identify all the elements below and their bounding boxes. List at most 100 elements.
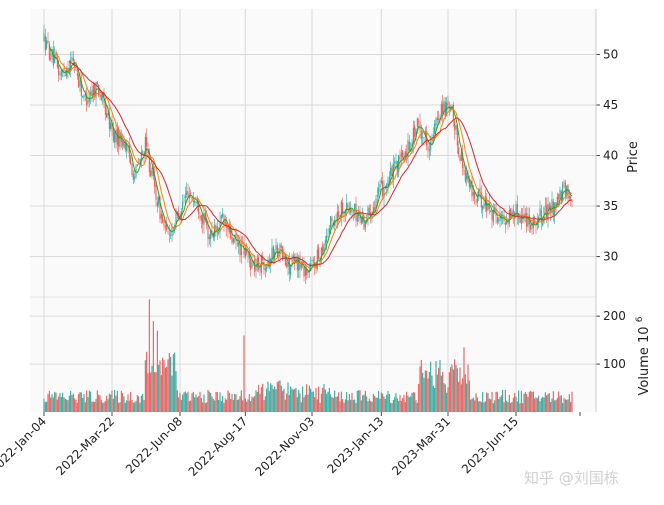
candle-body <box>140 152 142 162</box>
candle-body <box>412 127 414 144</box>
volume-bar <box>563 397 565 412</box>
volume-bar <box>320 393 322 412</box>
candle-body <box>560 191 562 202</box>
volume-bar <box>550 401 552 412</box>
volume-bar <box>270 383 272 412</box>
volume-bar <box>144 360 146 412</box>
volume-bar <box>266 388 268 412</box>
volume-bar <box>448 372 450 412</box>
candle-body <box>272 246 274 258</box>
volume-bar <box>307 394 309 412</box>
volume-bar <box>284 399 286 412</box>
candle-body <box>430 142 432 149</box>
volume-bar <box>182 394 184 412</box>
volume-bar <box>115 395 117 412</box>
candle-body <box>468 179 470 188</box>
volume-bar <box>528 391 530 412</box>
candle-body <box>526 213 528 227</box>
volume-bar <box>147 373 149 412</box>
candle-body <box>55 52 57 59</box>
volume-bar <box>251 396 253 412</box>
candle-body <box>518 216 520 219</box>
price-tick-label: 30 <box>603 250 618 264</box>
candle-body <box>316 249 318 270</box>
volume-bar <box>271 385 273 412</box>
volume-bar <box>55 392 57 412</box>
volume-bar <box>499 397 501 412</box>
candle-body <box>458 147 460 154</box>
candle-body <box>435 119 437 126</box>
volume-bar <box>204 403 206 412</box>
candle-body <box>380 180 382 183</box>
candle-body <box>504 223 506 226</box>
volume-bar <box>476 397 478 412</box>
volume-bar <box>511 401 513 412</box>
volume-bar <box>283 388 285 412</box>
volume-bar <box>51 394 53 412</box>
candle-body <box>247 254 249 256</box>
volume-bar <box>278 381 280 412</box>
volume-bar <box>95 398 97 412</box>
candle-body <box>318 247 320 260</box>
candle-body <box>48 43 50 60</box>
volume-bar <box>179 392 181 412</box>
volume-bar <box>540 398 542 412</box>
volume-bar <box>216 392 218 412</box>
candle-body <box>271 247 273 261</box>
candle-body <box>459 156 461 161</box>
volume-bar <box>360 400 362 412</box>
volume-bar <box>84 402 86 412</box>
candle-body <box>192 200 194 202</box>
volume-bar <box>244 398 246 412</box>
volume-bar <box>315 387 317 412</box>
candlesticks <box>43 24 573 285</box>
volume-bar <box>398 401 400 412</box>
candle-body <box>306 268 308 276</box>
price-tick-label: 45 <box>603 98 618 112</box>
volume-bar <box>408 397 410 412</box>
candle-body <box>56 57 58 68</box>
candle-body <box>476 195 478 203</box>
volume-bar <box>292 389 294 412</box>
volume-bar <box>136 395 138 412</box>
volume-bar <box>291 388 293 412</box>
candle-body <box>75 68 77 71</box>
candle-body <box>223 215 225 224</box>
volume-bar <box>340 391 342 412</box>
candle-body <box>480 192 482 208</box>
volume-bar <box>66 399 68 412</box>
candle-body <box>255 266 257 271</box>
candle-body <box>436 117 438 121</box>
candle-body <box>224 221 226 225</box>
volume-bar <box>200 398 202 412</box>
volume-bar <box>160 375 162 412</box>
volume-bar <box>102 403 104 412</box>
candle-body <box>154 174 156 187</box>
volume-bar <box>59 392 61 412</box>
candle-body <box>471 180 473 197</box>
volume-bar <box>366 396 368 412</box>
candle-body <box>64 75 66 76</box>
volume-bar <box>467 364 469 412</box>
candle-body <box>366 219 368 222</box>
candle-body <box>472 192 474 196</box>
volume-bar <box>491 391 493 412</box>
candle-body <box>264 268 266 271</box>
x-tick-label: 2022-Mar-22 <box>53 414 117 478</box>
candle-body <box>238 242 240 246</box>
candle-body <box>404 151 406 160</box>
candle-body <box>128 145 130 158</box>
volume-bar <box>83 393 85 412</box>
volume-bar <box>464 374 466 412</box>
volume-bar <box>246 401 248 412</box>
candle-body <box>124 140 126 151</box>
candle-body <box>200 215 202 221</box>
candle-body <box>44 35 46 51</box>
volume-bar <box>288 395 290 412</box>
volume-bar <box>371 401 373 412</box>
candle-body <box>322 245 324 254</box>
candle-body <box>391 166 393 178</box>
volume-bar <box>402 398 404 412</box>
volume-bar <box>232 399 234 412</box>
candle-body <box>275 245 277 251</box>
